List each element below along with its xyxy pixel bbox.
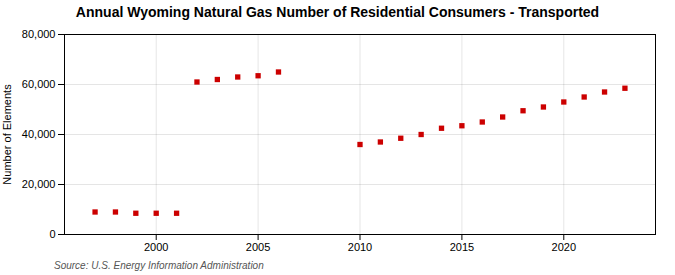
svg-text:80,000: 80,000 bbox=[22, 28, 56, 40]
svg-text:20,000: 20,000 bbox=[22, 178, 56, 190]
svg-text:2000: 2000 bbox=[144, 241, 168, 253]
svg-text:60,000: 60,000 bbox=[22, 78, 56, 90]
svg-text:0: 0 bbox=[49, 228, 55, 240]
svg-text:40,000: 40,000 bbox=[22, 128, 56, 140]
svg-text:Number of Elements: Number of Elements bbox=[1, 84, 13, 185]
svg-text:2015: 2015 bbox=[450, 241, 474, 253]
html-text:Source: U.S. Energy Informatio: Source: U.S. Energy Information Administ… bbox=[54, 260, 264, 271]
svg-text:2010: 2010 bbox=[348, 241, 372, 253]
svg-text:2005: 2005 bbox=[246, 241, 270, 253]
svg-text:2020: 2020 bbox=[552, 241, 576, 253]
html-text:Annual Wyoming Natural Gas Num: Annual Wyoming Natural Gas Number of Res… bbox=[75, 4, 600, 20]
